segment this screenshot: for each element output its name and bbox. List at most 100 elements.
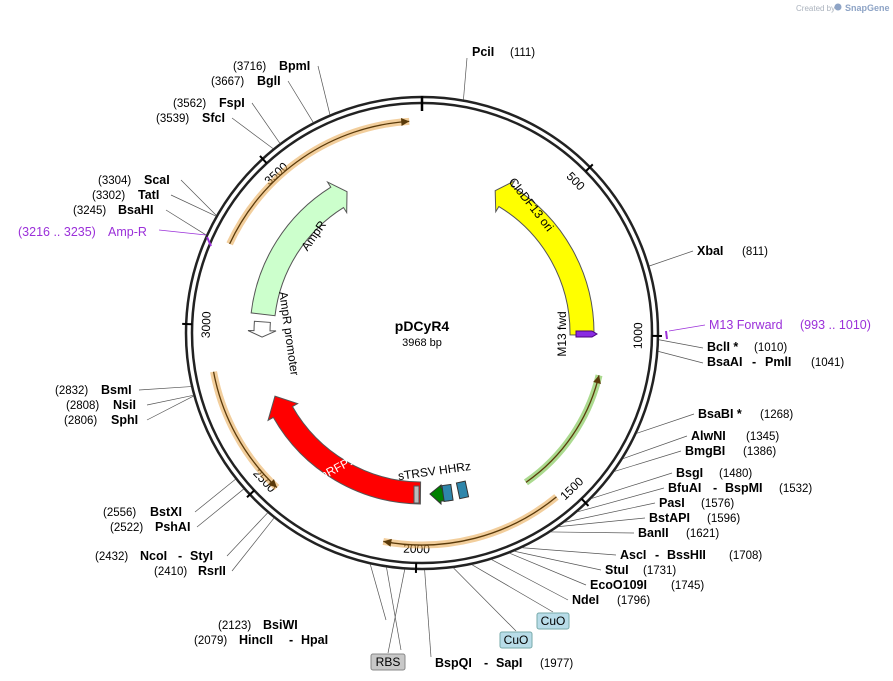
orf-outer-left[interactable] [212,371,278,489]
enzyme-sphi[interactable]: SphI [111,413,138,427]
orf-outer-top[interactable] [229,120,410,245]
enzyme-leader [471,564,554,613]
enzyme-bsiwi-pos: (2123) [218,620,251,632]
enzyme-tati[interactable]: TatI [138,188,159,202]
enzyme-ecoo109i[interactable]: EcoO109I [590,578,647,592]
enzyme-bspqi[interactable]: BspQI [435,656,472,670]
enzyme-leader [491,559,569,601]
enzyme-bsshii[interactable]: BssHII [667,548,706,562]
primer-m13-forward-range[interactable]: (993 .. 1010) [800,318,871,332]
feature-mrfp1[interactable] [267,395,422,505]
primer-mark-m13-forward [665,330,668,340]
orf-outer-bottom[interactable] [383,496,557,546]
cuo-label-2: CuO [504,633,529,647]
enzyme-bsaai[interactable]: BsaAI [707,355,742,369]
enzyme-bgli[interactable]: BglI [257,74,281,88]
enzyme-pcii-pos: (111) [510,47,535,59]
enzyme-bfuai[interactable]: BfuAI [668,481,701,495]
enzyme-bspqi-pos: (1977) [540,658,573,670]
feature-clodf13-ori[interactable] [494,179,595,336]
plasmid-name: pDCyR4 [395,318,450,334]
feature-ampr[interactable] [250,180,348,317]
enzyme-alwni-pos: (1345) [746,431,779,443]
enzyme-sapi[interactable]: SapI [496,656,522,670]
enzyme-bsiwi[interactable]: BsiWI [263,618,298,632]
enzyme-bsmi-pos: (2832) [55,385,88,397]
enzyme-ncoi-pos: (2432) [95,551,128,563]
enzyme-pshai[interactable]: PshAI [155,520,190,534]
enzyme-bpmi[interactable]: BpmI [279,59,310,73]
enzyme-fspi[interactable]: FspI [219,96,245,110]
enzyme-pasi[interactable]: PasI [659,496,685,510]
cuo-box-2[interactable] [499,631,533,649]
rbs-label: RBS [376,655,401,669]
enzyme-pcii[interactable]: PciI [472,45,494,59]
enzyme-sfci[interactable]: SfcI [202,111,225,125]
enzyme-bspmi[interactable]: BspMI [725,481,763,495]
enzyme-banii-pos: (1621) [686,528,719,540]
feature-hhrz-block-1[interactable] [441,483,454,503]
tick-mark [584,163,594,173]
tick-label: 3000 [199,311,214,339]
enzyme-hincii-pos: (2079) [194,635,227,647]
feature-ampr-promoter[interactable] [247,320,277,338]
enzyme-styi[interactable]: StyI [190,549,213,563]
enzyme-banii[interactable]: BanII [638,526,669,540]
orf-inner-green[interactable] [525,375,600,483]
feature-m13-fwd-arrow[interactable] [575,330,598,338]
enzyme-fspi-pos: (3562) [173,98,206,110]
enzyme-leader [251,102,281,144]
enzyme-hincii[interactable]: HincII [239,633,273,647]
enzyme-bmgbi[interactable]: BmgBI [685,444,725,458]
enzyme-ndei[interactable]: NdeI [572,593,599,607]
enzyme-leader [514,550,602,571]
enzyme-bsmi[interactable]: BsmI [101,383,132,397]
enzyme-pmli[interactable]: PmlI [765,355,791,369]
enzyme-ndei-pos: (1796) [617,595,650,607]
feature-label-ampr-promoter: AmpR promoter [276,291,302,377]
enzyme-nsii-pos: (2808) [66,400,99,412]
enzyme-bstxi[interactable]: BstXI [150,505,182,519]
enzyme-leader [622,435,688,460]
enzyme-leader [387,569,406,654]
enzyme-leader [138,386,192,391]
enzyme-alwni[interactable]: AlwNI [691,429,726,443]
feature-hhrz-block-2[interactable] [455,480,470,500]
enzyme-xbai[interactable]: XbaI [697,244,723,258]
enzyme-bstapi[interactable]: BstAPI [649,511,690,525]
feature-terminator-marker[interactable] [413,485,420,504]
enzyme-leader [463,57,468,100]
snapgene-logo-icon [834,3,842,11]
enzyme-asci[interactable]: AscI [620,548,646,562]
primer-mark-amp-r [206,236,212,247]
enzyme-tati-pos: (3302) [92,190,125,202]
enzyme-bsabi[interactable]: BsaBI * [698,407,742,421]
enzyme-bsahi[interactable]: BsaHI [118,203,153,217]
enzyme-stui[interactable]: StuI [605,563,629,577]
primer-amp-r-name[interactable]: Amp-R [108,225,147,239]
enzyme-nsii[interactable]: NsiI [113,398,136,412]
orf-outer-left-halo [210,371,280,491]
orf-outer-top-arrowhead [400,118,410,126]
primer-amp-r-range[interactable]: (3216 .. 3235) [18,225,96,239]
enzyme-rsrii[interactable]: RsrII [198,564,226,578]
primer-m13-forward-name[interactable]: M13 Forward [709,318,783,332]
tick-label: 1000 [631,322,645,349]
enzyme-leader [231,117,274,149]
enzyme-leader [453,567,517,632]
enzyme-bstapi-pos: (1596) [707,513,740,525]
enzyme-xbai-pos: (811) [742,246,768,258]
enzyme-bmgbi-pos: (1386) [743,446,776,458]
cuo-box-1[interactable] [536,612,570,630]
enzyme-ncoi[interactable]: NcoI [140,549,167,563]
rbs-box[interactable] [370,653,406,671]
enzyme-bcli[interactable]: BclI * [707,340,738,354]
enzyme-leader [231,517,275,572]
enzyme-bsgi[interactable]: BsgI [676,466,703,480]
enzyme-leader [649,250,694,267]
enzyme-scai[interactable]: ScaI [144,173,170,187]
primer-leader-amp-r [158,229,207,236]
enzyme-hpai[interactable]: HpaI [301,633,328,647]
enzyme-leader [636,413,695,434]
